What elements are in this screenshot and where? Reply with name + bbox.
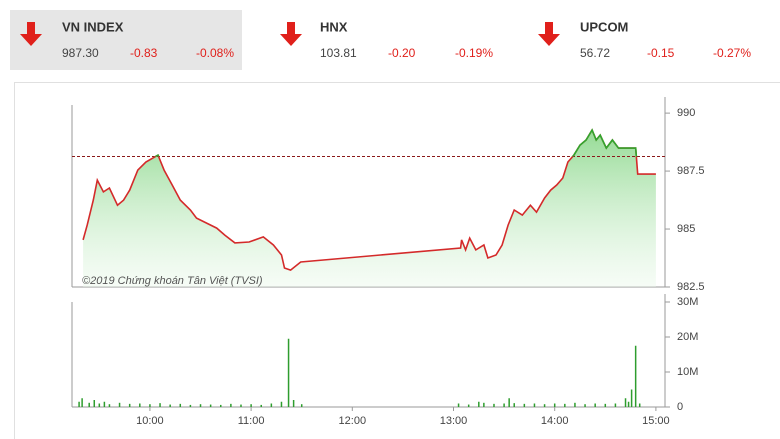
y-tick-label: 10M bbox=[677, 366, 698, 378]
volume-bar bbox=[553, 403, 556, 407]
y-tick-label: 0 bbox=[677, 401, 683, 413]
down-arrow bbox=[538, 22, 560, 46]
chart-frame bbox=[14, 82, 780, 439]
volume-bar bbox=[584, 404, 586, 407]
volume-bar bbox=[634, 345, 637, 407]
x-tick-label: 15:00 bbox=[642, 415, 670, 427]
volume-bar bbox=[614, 403, 617, 407]
down-arrow bbox=[20, 22, 42, 46]
ticker-value: 56.72 bbox=[580, 46, 610, 60]
y-tick-label: 990 bbox=[677, 107, 695, 119]
volume-bar bbox=[300, 404, 303, 407]
ticker-change: -0.83 bbox=[130, 46, 158, 60]
volume-bar bbox=[93, 400, 96, 407]
ticker-pct: -0.19% bbox=[455, 46, 493, 60]
watermark: ©2019 Chứng khoán Tân Việt (TVSI) bbox=[82, 275, 263, 287]
ticker-value: 103.81 bbox=[320, 46, 357, 60]
volume-bar bbox=[503, 403, 505, 407]
volume-bar bbox=[523, 403, 526, 407]
volume-bar bbox=[78, 401, 80, 407]
volume-bar bbox=[260, 404, 262, 407]
volume-bar bbox=[280, 401, 283, 407]
volume-bar bbox=[493, 403, 495, 407]
x-tick-label: 11:00 bbox=[238, 415, 265, 427]
x-tick-label: 12:00 bbox=[339, 415, 367, 427]
volume-bar bbox=[88, 402, 90, 407]
ticker-name: VN INDEX bbox=[62, 19, 124, 34]
y-tick-label: 30M bbox=[677, 296, 698, 308]
volume-bar bbox=[543, 404, 546, 407]
volume-bar bbox=[604, 403, 607, 407]
volume-bar bbox=[630, 389, 633, 407]
price-line-above-reference bbox=[153, 128, 638, 157]
ticker-pct: -0.08% bbox=[196, 46, 234, 60]
volume-bar bbox=[574, 402, 576, 407]
volume-bar bbox=[159, 403, 161, 407]
volume-bar bbox=[98, 403, 101, 407]
ticker-change: -0.20 bbox=[388, 46, 416, 60]
ticker-name: UPCOM bbox=[580, 19, 628, 34]
y-tick-label: 985 bbox=[677, 223, 695, 235]
volume-bar bbox=[179, 403, 182, 407]
down-arrow bbox=[280, 22, 302, 46]
volume-bar bbox=[594, 403, 596, 407]
volume-bar bbox=[508, 398, 510, 407]
volume-bar bbox=[230, 403, 232, 407]
volume-bar bbox=[287, 338, 290, 407]
volume-bar bbox=[220, 404, 222, 407]
ticker-highlight bbox=[10, 10, 242, 70]
ticker-name: HNX bbox=[320, 19, 348, 34]
volume-bar bbox=[240, 404, 242, 407]
volume-bar bbox=[478, 401, 480, 407]
volume-bar bbox=[483, 402, 485, 407]
y-tick-label: 987.5 bbox=[677, 165, 705, 177]
volume-bar bbox=[624, 398, 627, 407]
volume-bar bbox=[457, 403, 460, 407]
y-tick-label: 20M bbox=[677, 331, 698, 343]
volume-bar bbox=[467, 404, 470, 407]
volume-bar bbox=[108, 404, 111, 407]
price-area bbox=[83, 130, 656, 287]
volume-bar bbox=[118, 402, 121, 407]
x-tick-label: 13:00 bbox=[440, 415, 468, 427]
x-tick-label: 14:00 bbox=[541, 415, 569, 427]
ticker-change: -0.15 bbox=[647, 46, 675, 60]
volume-bar bbox=[189, 404, 192, 407]
volume-bar bbox=[627, 401, 630, 407]
volume-bar bbox=[139, 403, 141, 407]
y-tick-label: 982.5 bbox=[677, 281, 705, 293]
volume-bar bbox=[250, 404, 252, 407]
volume-bar bbox=[638, 403, 641, 407]
volume-bar bbox=[103, 401, 106, 407]
volume-bar bbox=[292, 400, 295, 407]
plots bbox=[71, 97, 670, 411]
volume-bar bbox=[533, 403, 536, 407]
volume-bar bbox=[128, 403, 131, 407]
volume-bar bbox=[513, 403, 515, 407]
volume-bar bbox=[270, 403, 273, 407]
volume-bar bbox=[169, 404, 171, 407]
ticker-value: 987.30 bbox=[62, 46, 99, 60]
volume-bar bbox=[564, 403, 566, 407]
volume-bar bbox=[149, 404, 151, 407]
volume-bar bbox=[81, 398, 83, 407]
ticker-pct: -0.27% bbox=[713, 46, 751, 60]
x-tick-label: 10:00 bbox=[136, 415, 164, 427]
volume-bar bbox=[199, 404, 202, 407]
volume-bar bbox=[209, 404, 212, 407]
